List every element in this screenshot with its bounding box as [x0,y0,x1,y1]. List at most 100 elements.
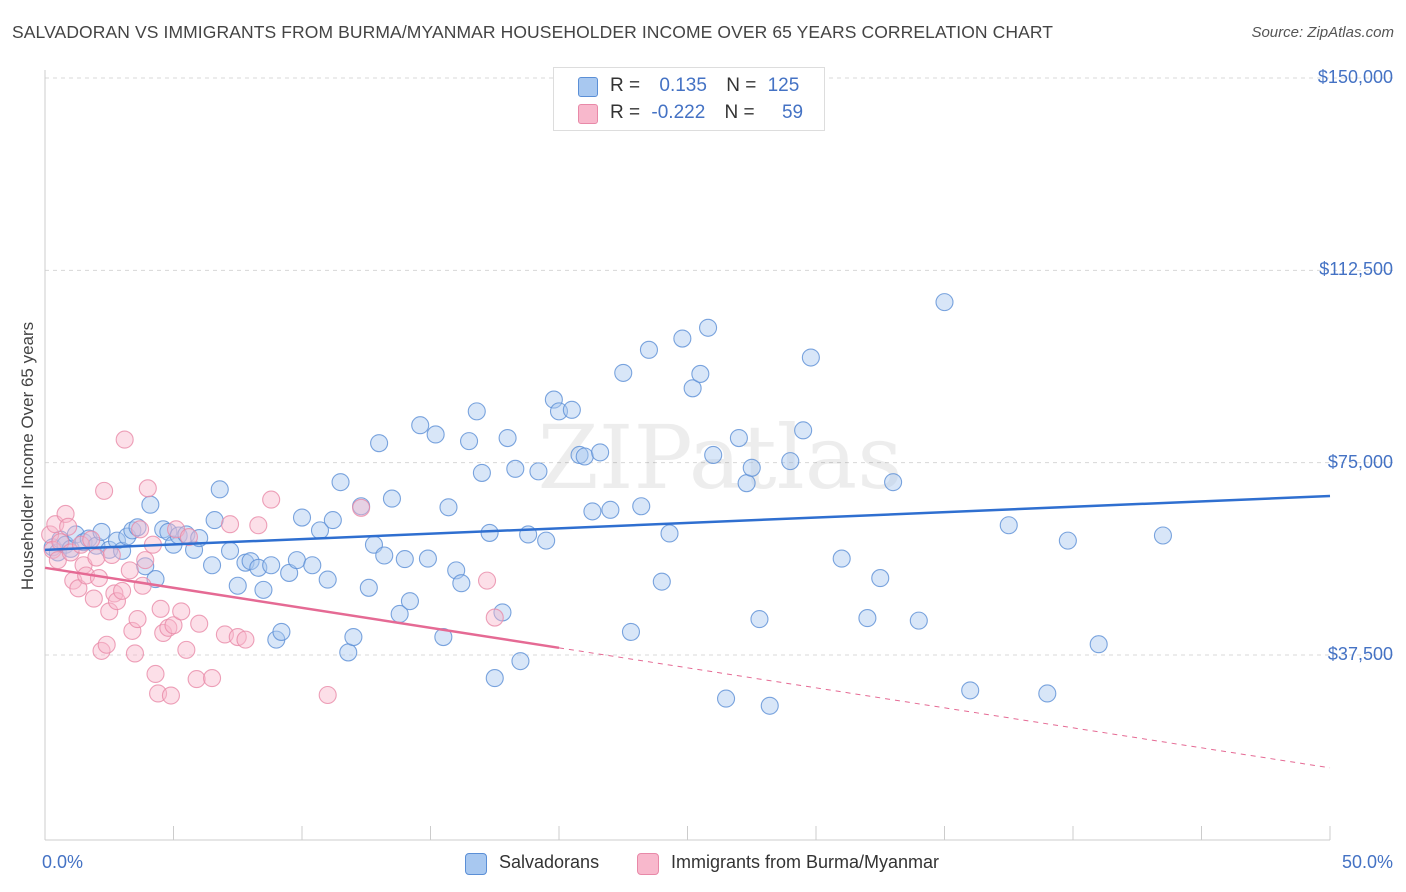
point-salvadorans [107,531,127,550]
point-burma-myanmar [151,599,170,618]
point-burma-myanmar [133,576,152,595]
point-salvadorans [742,458,761,477]
trendline-burma-myanmar [44,566,560,650]
point-salvadorans [344,627,363,647]
point-burma-myanmar [138,479,157,498]
point-salvadorans [418,549,437,568]
point-burma-myanmar [97,635,116,654]
point-salvadorans [203,556,222,575]
point-burma-myanmar [82,530,101,549]
point-salvadorans [639,340,659,359]
point-salvadorans [331,473,350,492]
point-salvadorans [292,508,312,527]
point-burma-myanmar [123,621,142,640]
point-burma-myanmar [236,630,255,649]
point-salvadorans [303,556,322,575]
point-burma-myanmar [120,561,139,580]
point-salvadorans [884,473,903,492]
point-salvadorans [506,459,525,478]
point-burma-myanmar [159,618,178,637]
point-salvadorans [426,425,445,444]
legend-r-value: -0.222 [651,102,706,123]
point-salvadorans [318,570,337,589]
point-salvadorans [272,622,291,641]
point-salvadorans [832,549,851,568]
point-salvadorans [472,463,491,482]
point-burma-myanmar [249,516,268,535]
x-tick-label-max: 50.0% [1341,852,1393,872]
chart-title: SALVADORAN VS IMMIGRANTS FROM BURMA/MYAN… [12,22,1054,42]
point-burma-myanmar [220,515,240,534]
point-salvadorans [370,434,389,453]
trendline-burma-myanmar-extension [558,647,1331,769]
point-burma-myanmar [318,685,337,705]
point-salvadorans [660,524,679,543]
legend-n-value: 125 [767,75,800,96]
point-burma-myanmar [172,602,191,621]
legend-r-value: 0.135 [659,75,707,96]
point-salvadorans [691,364,710,383]
point-salvadorans [999,516,1018,535]
series-legend: Salvadorans Immigrants from Burma/Myanma… [0,851,1406,877]
point-salvadorans [575,447,594,466]
point-burma-myanmar [146,664,165,684]
point-salvadorans [601,500,620,519]
point-salvadorans [871,569,890,588]
point-salvadorans [228,576,247,595]
correlation-legend: R = 0.135 N = 125 R = -0.222 N = 59 [553,67,825,131]
y-tick-label: $112,500 [1319,259,1393,280]
point-salvadorans [909,611,928,630]
point-salvadorans [562,400,581,419]
legend-text: R = -0.222 N = 59 [610,102,803,124]
source-credit: Source: ZipAtlas.com [1251,24,1394,41]
point-salvadorans [511,652,530,671]
y-tick-label: $37,500 [1327,644,1393,664]
point-salvadorans [434,627,453,647]
point-burma-myanmar [59,517,78,536]
point-salvadorans [205,511,224,530]
point-salvadorans [262,556,281,575]
point-salvadorans [1038,684,1057,703]
point-burma-myanmar [41,525,60,544]
point-salvadorans [683,379,702,398]
point-salvadorans [452,574,471,593]
legend-label: Immigrants from Burma/Myanmar [671,852,940,872]
point-burma-myanmar [87,548,106,567]
point-burma-myanmar [95,481,114,500]
legend-swatch-blue [578,77,598,97]
point-burma-myanmar [125,644,144,663]
point-salvadorans [529,462,548,481]
point-salvadorans [935,293,954,312]
legend-label: Salvadorans [499,852,600,872]
point-burma-myanmar [84,589,103,608]
legend-n-label: N = [724,102,755,123]
point-salvadorans [485,669,504,688]
point-salvadorans [760,696,779,715]
trendlines [44,494,1331,769]
legend-swatch-pink [578,104,598,124]
point-salvadorans [583,502,602,521]
point-salvadorans [480,523,499,542]
point-salvadorans [544,390,563,409]
point-salvadorans [498,428,517,448]
point-salvadorans [537,531,556,550]
point-salvadorans [287,551,306,570]
legend-r-label: R = [610,75,641,96]
point-burma-myanmar [161,686,180,705]
point-burma-myanmar [352,498,371,517]
point-burma-myanmar [485,608,504,627]
legend-n-value: 59 [781,102,804,123]
point-salvadorans [794,421,813,440]
point-salvadorans [359,578,378,597]
legend-r-label: R = [610,102,641,123]
point-salvadorans [220,541,240,560]
point-burma-myanmar [262,490,281,509]
point-salvadorans [339,643,358,662]
point-salvadorans [614,363,633,382]
point-burma-myanmar [177,640,196,659]
point-salvadorans [858,609,877,628]
point-salvadorans [92,522,111,541]
point-salvadorans [621,622,641,641]
point-burma-myanmar [179,527,198,547]
